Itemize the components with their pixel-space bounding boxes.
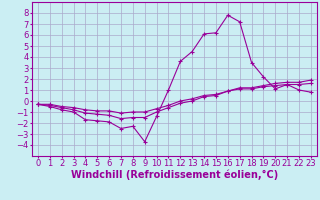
X-axis label: Windchill (Refroidissement éolien,°C): Windchill (Refroidissement éolien,°C)	[71, 170, 278, 180]
